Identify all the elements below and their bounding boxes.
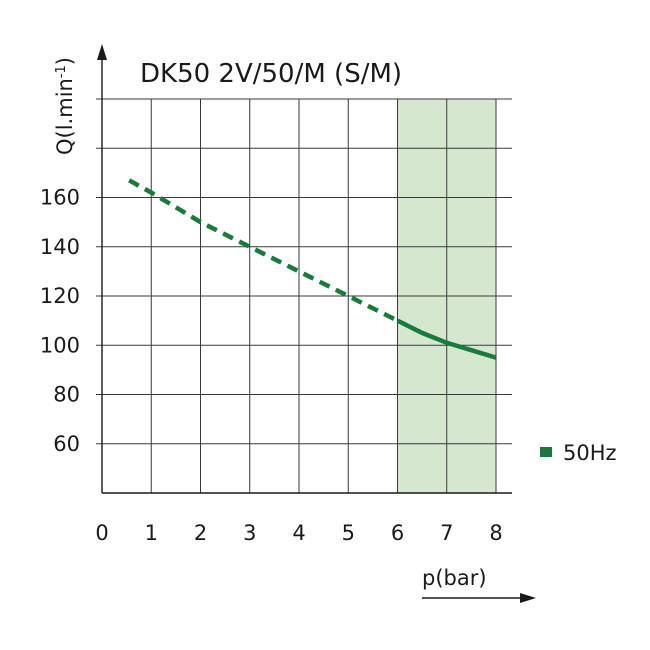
legend-label-50hz: 50Hz <box>563 441 617 465</box>
y-tick-label-160: 160 <box>40 186 80 210</box>
x-tick-labels: 0 1 2 3 4 5 6 7 8 <box>95 521 502 545</box>
x-tick-label-7: 7 <box>440 521 453 545</box>
y-tick-label-80: 80 <box>53 383 80 407</box>
y-axis-arrow-icon <box>97 44 107 60</box>
y-tick-labels: 60 80 100 120 140 160 <box>40 186 80 456</box>
x-tick-label-2: 2 <box>194 521 207 545</box>
y-tick-label-140: 140 <box>40 235 80 259</box>
horizontal-gridlines <box>96 98 512 445</box>
y-tick-label-100: 100 <box>40 333 80 357</box>
y-axis-label-superscript: -1 <box>54 65 69 78</box>
x-tick-label-8: 8 <box>489 521 502 545</box>
y-axis-label-close: ) <box>53 57 77 65</box>
y-tick-label-60: 60 <box>53 432 80 456</box>
x-tick-label-3: 3 <box>243 521 256 545</box>
x-tick-label-0: 0 <box>95 521 108 545</box>
series-50hz-dashed-line <box>128 178 399 323</box>
x-axis-label: p(bar) <box>422 566 487 590</box>
chart-title: DK50 2V/50/M (S/M) <box>140 59 402 89</box>
y-axis-label: Q(l.min-1) <box>53 57 77 155</box>
legend-swatch-50hz <box>540 447 552 457</box>
y-axis-label-main: Q(l.min <box>53 78 77 155</box>
x-tick-label-4: 4 <box>292 521 305 545</box>
y-tick-label-120: 120 <box>40 284 80 308</box>
series-50hz-solid-line <box>396 318 497 360</box>
x-axis-arrow-icon <box>520 593 536 603</box>
x-tick-label-1: 1 <box>145 521 158 545</box>
x-tick-label-6: 6 <box>391 521 404 545</box>
x-tick-label-5: 5 <box>342 521 355 545</box>
